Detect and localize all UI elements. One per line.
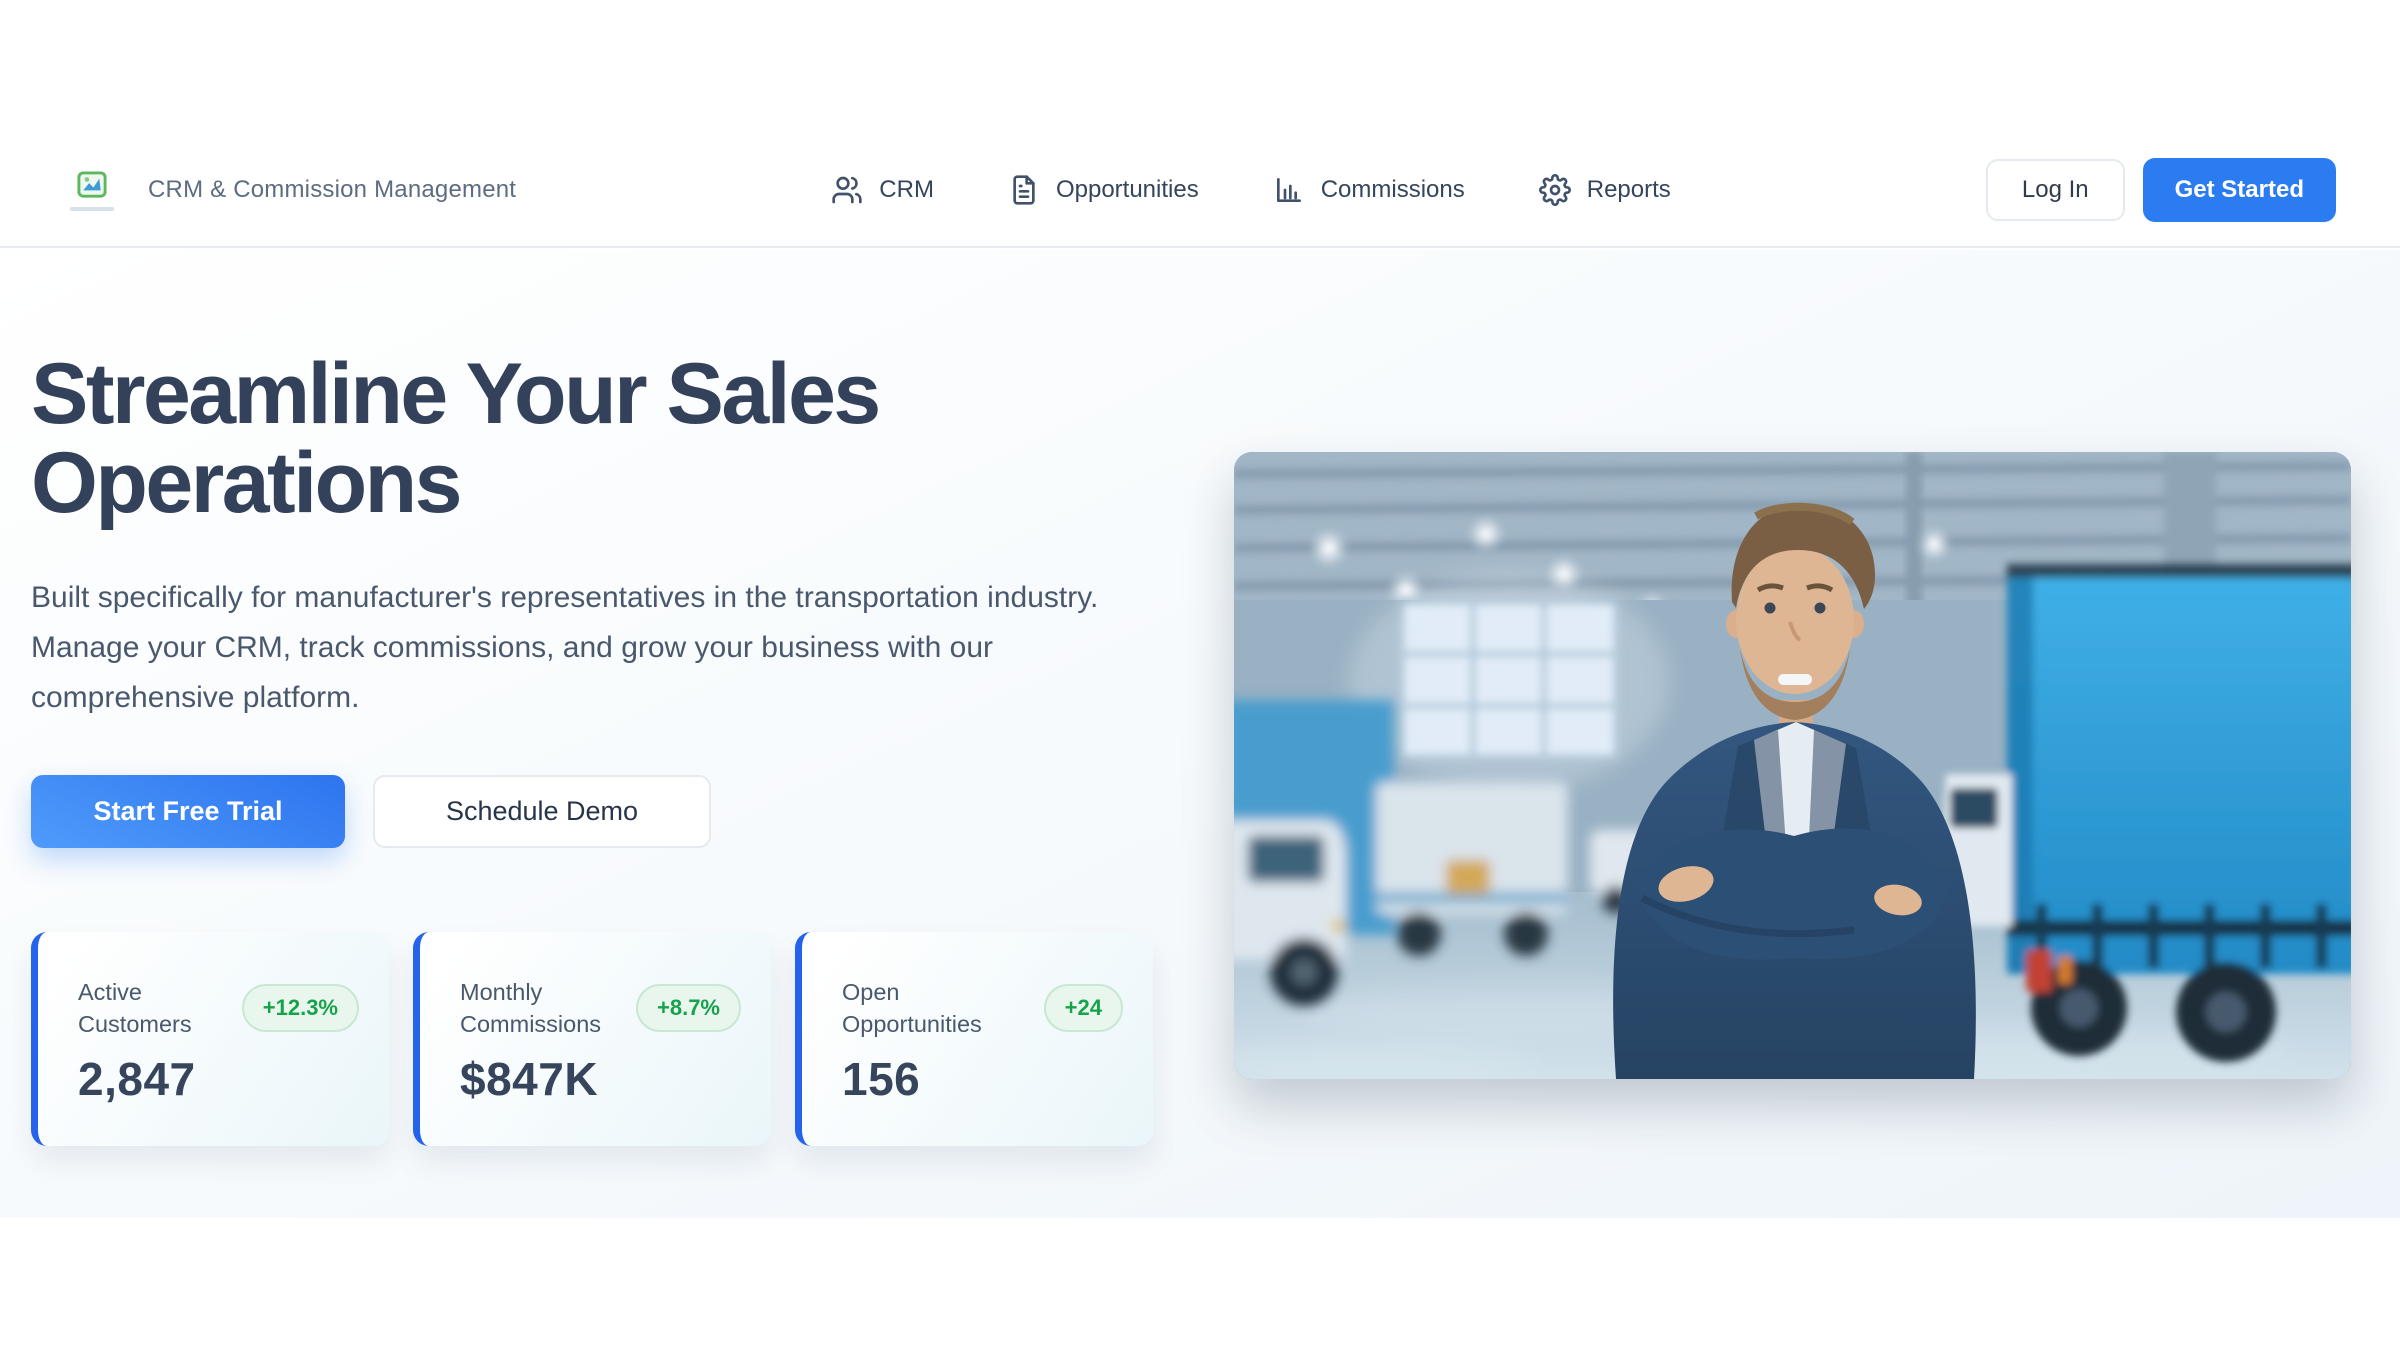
page-title: Streamline Your Sales Operations xyxy=(31,346,881,531)
stat-change-badge: +24 xyxy=(1043,984,1123,1033)
nav-label: CRM xyxy=(879,176,934,203)
nav-label: Commissions xyxy=(1320,176,1465,203)
stat-card-open-opportunities: Open Opportunities +24 156 xyxy=(795,932,1153,1147)
header-actions: Log In Get Started xyxy=(1985,158,2336,222)
stat-label: Monthly Commissions xyxy=(460,979,602,1038)
file-text-icon xyxy=(1013,175,1035,205)
hero-description: Built specifically for manufacturer's re… xyxy=(31,581,1099,715)
main-nav: CRM Opportunities Commissions xyxy=(831,174,1671,206)
stat-value: $847K xyxy=(460,1053,599,1106)
stats-row: Active Customers +12.3% 2,847 Monthly Co… xyxy=(31,932,1221,1147)
hero-photo xyxy=(1234,452,2351,1079)
nav-label: Reports xyxy=(1586,176,1671,203)
nav-label: Opportunities xyxy=(1055,176,1199,203)
businessman-figure xyxy=(1613,502,1976,1079)
schedule-demo-button[interactable]: Schedule Demo xyxy=(373,775,711,849)
nav-item-commissions[interactable]: Commissions xyxy=(1273,174,1465,206)
truck-right xyxy=(1936,564,2351,1062)
nav-item-opportunities[interactable]: Opportunities xyxy=(1008,174,1199,206)
stat-label: Open Opportunities xyxy=(842,979,982,1038)
warehouse-scene xyxy=(1234,452,2351,1079)
hero-section: Streamline Your Sales Operations Built s… xyxy=(0,250,2400,1218)
nav-item-reports[interactable]: Reports xyxy=(1538,174,1671,206)
bar-chart-icon xyxy=(1276,178,1301,202)
logo-image-icon xyxy=(77,170,107,198)
stat-label: Active Customers xyxy=(78,979,192,1038)
top-nav-row: CRM & Commission Management CRM Opportun… xyxy=(64,148,2336,232)
logo xyxy=(64,170,120,211)
stat-card-monthly-commissions: Monthly Commissions +8.7% $847K xyxy=(413,932,771,1147)
start-free-trial-button[interactable]: Start Free Trial xyxy=(31,775,345,849)
top-nav-bar: CRM & Commission Management CRM Opportun… xyxy=(0,0,2400,248)
get-started-button[interactable]: Get Started xyxy=(2142,158,2336,222)
stat-value: 156 xyxy=(842,1053,921,1106)
warehouse-window xyxy=(1349,572,1669,792)
stat-value: 2,847 xyxy=(78,1053,196,1106)
login-button[interactable]: Log In xyxy=(1985,159,2125,221)
stat-card-active-customers: Active Customers +12.3% 2,847 xyxy=(31,932,389,1147)
hero-content: Streamline Your Sales Operations Built s… xyxy=(31,346,1221,1147)
logo-alt-text xyxy=(70,206,114,211)
stat-change-badge: +8.7% xyxy=(636,984,741,1033)
users-icon xyxy=(832,176,862,204)
gear-icon xyxy=(1538,174,1571,206)
brand-title: CRM & Commission Management xyxy=(148,176,517,203)
cta-row: Start Free Trial Schedule Demo xyxy=(31,775,1221,849)
brand[interactable]: CRM & Commission Management xyxy=(64,170,516,211)
stat-change-badge: +12.3% xyxy=(241,984,359,1033)
nav-item-crm[interactable]: CRM xyxy=(831,174,934,206)
